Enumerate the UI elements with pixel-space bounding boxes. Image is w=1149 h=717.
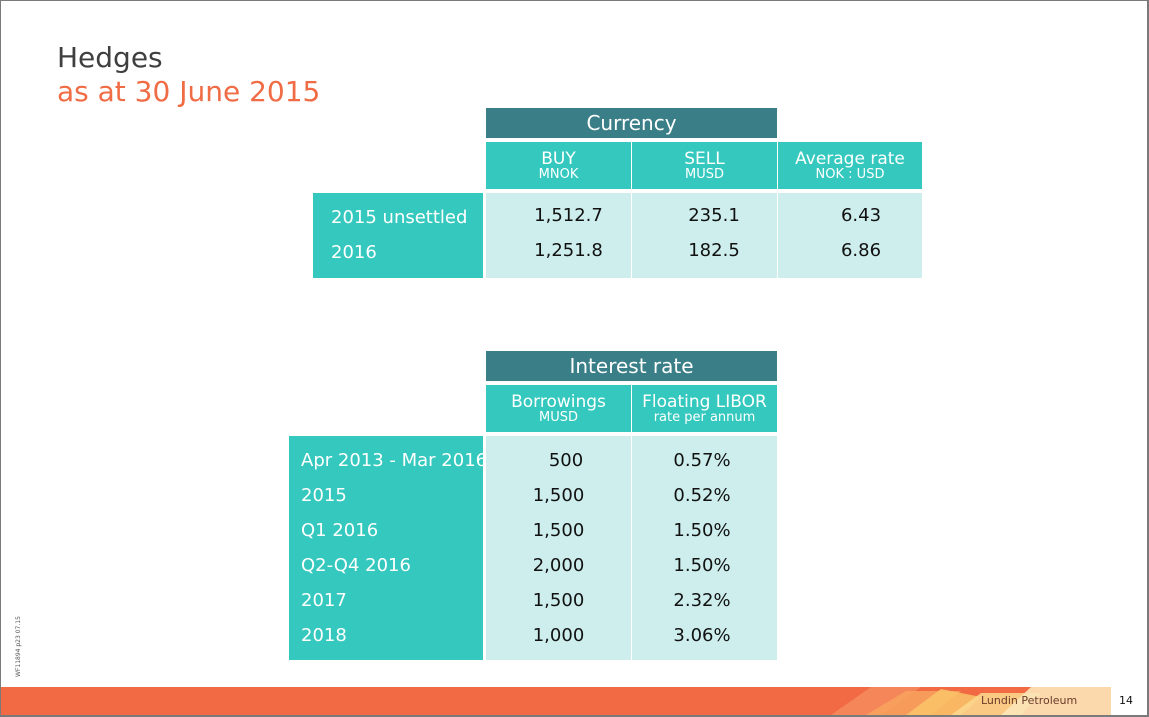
interest-cell-libor: 1.50%: [673, 555, 731, 576]
currency-col-average-rate: Average rate NOK : USD: [778, 142, 922, 189]
page-number: 14: [1119, 694, 1133, 707]
currency-col-sell: SELL MUSD: [632, 142, 777, 189]
interest-cell-libor: 2.32%: [673, 590, 731, 611]
currency-col-buy-unit: MNOK: [538, 166, 579, 182]
interest-cell-borrowings: 500: [548, 450, 584, 471]
interest-col-borrowings-label: Borrowings: [511, 391, 606, 412]
interest-row-label: 2017: [301, 590, 347, 611]
interest-col-floating-libor-unit: rate per annum: [653, 409, 756, 425]
currency-row-label: 2016: [331, 242, 377, 263]
currency-cell-sell: 235.1: [688, 205, 740, 226]
interest-cell-libor: 0.52%: [673, 485, 731, 506]
currency-col-sell-unit: MUSD: [685, 166, 724, 182]
interest-row-label: 2018: [301, 625, 347, 646]
interest-data-col-libor: [632, 436, 777, 660]
footer-brand: Lundin Petroleum: [981, 694, 1078, 707]
currency-cell-average: 6.86: [840, 240, 882, 261]
currency-col-sell-label: SELL: [684, 148, 725, 169]
currency-cell-buy: 1,251.8: [534, 240, 603, 261]
interest-row-label: Q1 2016: [301, 520, 379, 541]
interest-row-label: Apr 2013 - Mar 2016: [301, 450, 488, 471]
interest-col-floating-libor-label: Floating LIBOR: [642, 391, 767, 412]
interest-table-header: Interest rate: [486, 351, 777, 381]
currency-col-buy-label: BUY: [541, 148, 576, 169]
interest-cell-borrowings: 2,000: [532, 555, 585, 576]
footer-bar: Lundin Petroleum 14: [1, 687, 1147, 715]
currency-row-header-block: [313, 193, 483, 278]
currency-data-col-sell: [632, 193, 777, 278]
interest-cell-libor: 3.06%: [673, 625, 731, 646]
interest-cell-borrowings: 1,000: [532, 625, 585, 646]
interest-cell-borrowings: 1,500: [532, 520, 585, 541]
page-number-box: [1111, 687, 1147, 715]
interest-row-label: 2015: [301, 485, 347, 506]
currency-row-label: 2015 unsettled: [331, 207, 468, 228]
currency-col-buy: BUY MNOK: [486, 142, 631, 189]
currency-data-col-buy: [486, 193, 631, 278]
currency-table-header: Currency: [486, 108, 777, 138]
interest-row-header-block: [289, 436, 483, 660]
currency-cell-sell: 182.5: [688, 240, 740, 261]
interest-cell-libor: 0.57%: [673, 450, 731, 471]
interest-cell-libor: 1.50%: [673, 520, 731, 541]
currency-cell-buy: 1,512.7: [534, 205, 603, 226]
interest-data-col-borrowings: [486, 436, 631, 660]
slide-subtitle: as at 30 June 2015: [57, 75, 321, 108]
interest-cell-borrowings: 1,500: [532, 485, 585, 506]
currency-col-average-rate-unit: NOK : USD: [815, 166, 885, 182]
currency-col-average-rate-label: Average rate: [795, 148, 905, 169]
document-code: WF11894 p23 07.15: [15, 616, 22, 677]
interest-row-label: Q2-Q4 2016: [301, 555, 411, 576]
interest-cell-borrowings: 1,500: [532, 590, 585, 611]
interest-col-borrowings: Borrowings MUSD: [486, 385, 631, 432]
interest-col-floating-libor: Floating LIBOR rate per annum: [632, 385, 777, 432]
interest-col-borrowings-unit: MUSD: [539, 409, 578, 425]
footer-decoration: [831, 687, 1111, 715]
currency-data-col-average: [778, 193, 922, 278]
currency-cell-average: 6.43: [840, 205, 882, 226]
slide-title: Hedges: [57, 41, 163, 74]
